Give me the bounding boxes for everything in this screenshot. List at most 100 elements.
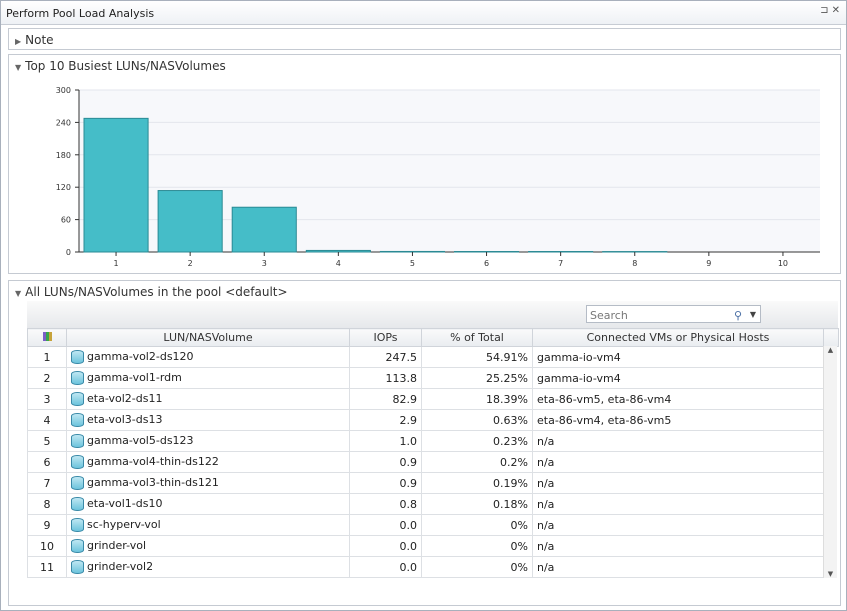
chart-icon [42, 332, 52, 341]
column-header[interactable]: Connected VMs or Physical Hosts [532, 328, 824, 347]
column-header[interactable]: IOPs [349, 328, 422, 347]
chart-section: ▼ Top 10 Busiest LUNs/NASVolumes 0 60 120 18… [8, 54, 841, 274]
percent-cell: 0.18% [421, 493, 533, 515]
x-tick-label: 7 [558, 259, 563, 268]
table-row[interactable]: 4 eta-vol3-ds13 2.9 0.63% eta-86-vm4, eta-86… [27, 409, 839, 431]
iops-cell: 2.9 [349, 409, 422, 431]
note-section[interactable]: ▶ Note [8, 28, 841, 50]
database-icon [71, 497, 84, 511]
database-icon [71, 350, 84, 364]
table-row[interactable]: 10 grinder-vol 0.0 0% n/a [27, 535, 839, 557]
hosts-cell: n/a [532, 451, 824, 473]
chart-section-label: Top 10 Busiest LUNs/NASVolumes [25, 59, 226, 73]
iops-cell: 0.0 [349, 535, 422, 557]
volume-cell: sc-hyperv-vol [66, 514, 350, 536]
iops-cell: 247.5 [349, 346, 422, 368]
database-icon [71, 392, 84, 406]
x-tick-label: 10 [778, 259, 788, 268]
bar[interactable] [379, 250, 445, 253]
bar[interactable] [305, 249, 371, 253]
iops-cell: 0.9 [349, 451, 422, 473]
table-row[interactable]: 1 gamma-vol2-ds120 247.5 54.91% gamma-io-vm4 [27, 346, 839, 368]
volume-cell: gamma-vol4-thin-ds122 [66, 451, 350, 473]
chevron-down-icon[interactable]: ▼ [749, 310, 756, 319]
title-bar: Perform Pool Load Analysis ⊐ ✕ [1, 1, 846, 25]
rank-cell: 9 [27, 514, 67, 536]
percent-cell: 0.63% [421, 409, 533, 431]
x-tick-label: 9 [706, 259, 711, 268]
percent-cell: 25.25% [421, 367, 533, 389]
rank-cell: 3 [27, 388, 67, 410]
percent-cell: 54.91% [421, 346, 533, 368]
collapse-icon[interactable]: ▼ [15, 289, 22, 298]
database-icon [71, 476, 84, 490]
volume-name: eta-vol1-ds10 [87, 497, 163, 510]
volume-name: eta-vol2-ds11 [87, 392, 163, 405]
percent-cell: 0.19% [421, 472, 533, 494]
table-row[interactable]: 7 gamma-vol3-thin-ds121 0.9 0.19% n/a [27, 472, 839, 494]
iops-cell: 0.8 [349, 493, 422, 515]
volume-name: gamma-vol3-thin-ds121 [87, 476, 219, 489]
search-icon[interactable]: ⚲ [733, 309, 742, 322]
iops-cell: 0.0 [349, 556, 422, 578]
database-icon [71, 413, 84, 427]
rank-cell: 10 [27, 535, 67, 557]
database-icon [71, 434, 84, 448]
column-header[interactable]: % of Total [421, 328, 533, 347]
expand-icon[interactable]: ▶ [15, 37, 22, 46]
y-tick-label: 120 [56, 183, 71, 192]
y-tick-label: 180 [56, 151, 71, 160]
database-icon [71, 371, 84, 385]
volume-name: sc-hyperv-vol [87, 518, 161, 531]
x-tick-label: 8 [632, 259, 637, 268]
x-tick-label: 2 [188, 259, 193, 268]
volume-cell: grinder-vol [66, 535, 350, 557]
database-icon [71, 518, 84, 532]
lun-table: LUN/NASVolume IOPs% of Total Connected VMs… [27, 328, 839, 578]
iops-cell: 0.0 [349, 514, 422, 536]
scroll-header [823, 328, 839, 347]
table-row[interactable]: 3 eta-vol2-ds11 82.9 18.39% eta-86-vm5, eta-… [27, 388, 839, 410]
hosts-cell: n/a [532, 535, 824, 557]
hosts-cell: gamma-io-vm4 [532, 346, 824, 368]
bar[interactable] [231, 206, 297, 253]
table-row[interactable]: 5 gamma-vol5-ds123 1.0 0.23% n/a [27, 430, 839, 452]
table-row[interactable]: 2 gamma-vol1-rdm 113.8 25.25% gamma-io-vm4 [27, 367, 839, 389]
table-section-label: All LUNs/NASVolumes in the pool <default… [25, 285, 288, 299]
note-label: Note [25, 33, 54, 47]
iops-cell: 113.8 [349, 367, 422, 389]
y-tick-label: 60 [61, 216, 71, 225]
volume-cell: eta-vol2-ds11 [66, 388, 350, 410]
volume-cell: eta-vol3-ds13 [66, 409, 350, 431]
rank-cell: 1 [27, 346, 67, 368]
percent-cell: 0.2% [421, 451, 533, 473]
volume-name: gamma-vol1-rdm [87, 371, 182, 384]
volume-cell: gamma-vol3-thin-ds121 [66, 472, 350, 494]
database-icon [71, 539, 84, 553]
hosts-cell: eta-86-vm4, eta-86-vm5 [532, 409, 824, 431]
hosts-cell: n/a [532, 556, 824, 578]
table-row[interactable]: 6 gamma-vol4-thin-ds122 0.9 0.2% n/a [27, 451, 839, 473]
percent-cell: 0.23% [421, 430, 533, 452]
hosts-cell: n/a [532, 472, 824, 494]
search-placeholder: Search [590, 309, 628, 322]
hosts-cell: n/a [532, 514, 824, 536]
hosts-cell: gamma-io-vm4 [532, 367, 824, 389]
table-row[interactable]: 11 grinder-vol2 0.0 0% n/a [27, 556, 839, 578]
rank-cell: 2 [27, 367, 67, 389]
rank-cell: 5 [27, 430, 67, 452]
bar[interactable] [83, 117, 149, 253]
restore-icon[interactable]: ⊐ ✕ [820, 5, 840, 16]
vertical-scrollbar[interactable]: ▲ ▼ [823, 346, 837, 578]
column-header-rank[interactable] [27, 328, 67, 347]
column-header[interactable]: LUN/NASVolume [66, 328, 350, 347]
iops-cell: 1.0 [349, 430, 422, 452]
table-row[interactable]: 9 sc-hyperv-vol 0.0 0% n/a [27, 514, 839, 536]
search-input[interactable]: Search ⚲ ▼ [586, 305, 761, 323]
bar[interactable] [157, 190, 223, 253]
collapse-icon[interactable]: ▼ [15, 63, 22, 72]
iops-cell: 82.9 [349, 388, 422, 410]
y-tick-label: 0 [66, 248, 71, 257]
table-row[interactable]: 8 eta-vol1-ds10 0.8 0.18% n/a [27, 493, 839, 515]
